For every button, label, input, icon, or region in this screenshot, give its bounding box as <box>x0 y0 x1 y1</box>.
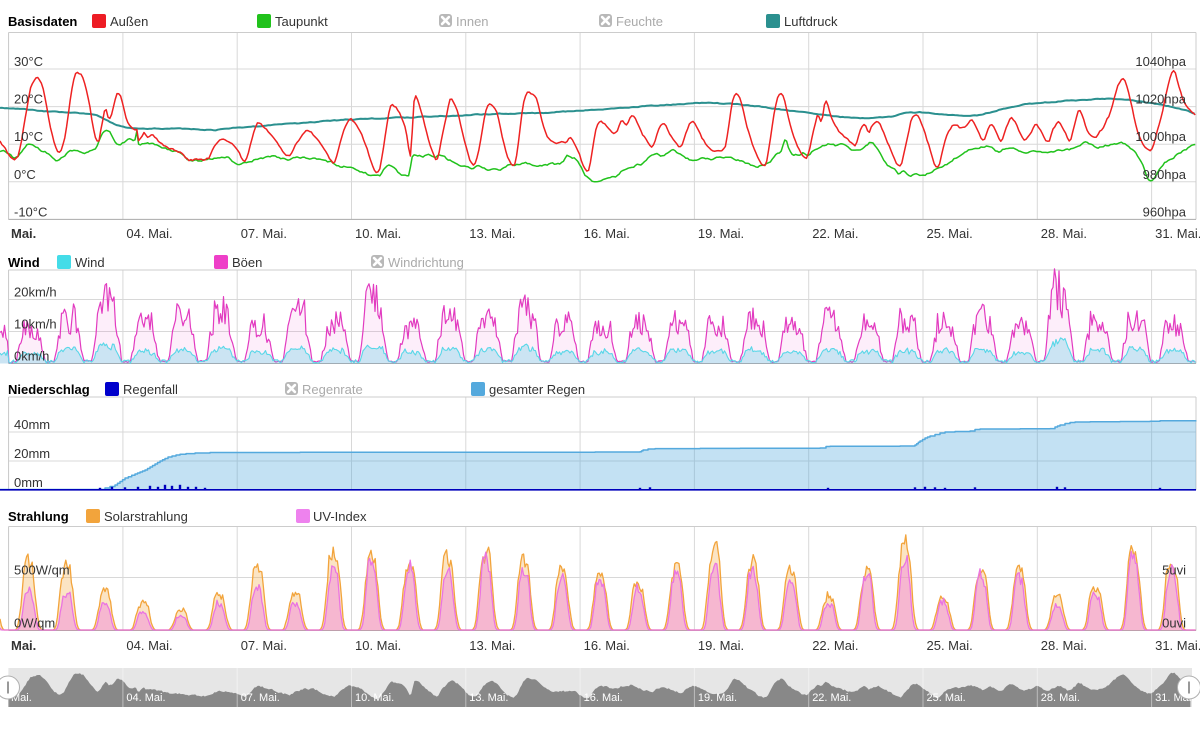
svg-text:10°C: 10°C <box>14 129 43 144</box>
svg-text:04. Mai.: 04. Mai. <box>126 638 172 653</box>
svg-text:40mm: 40mm <box>14 417 50 432</box>
svg-text:13. Mai.: 13. Mai. <box>469 638 515 653</box>
svg-text:22. Mai.: 22. Mai. <box>812 638 858 653</box>
svg-text:Basisdaten: Basisdaten <box>8 14 77 29</box>
svg-text:Mai.: Mai. <box>11 638 36 653</box>
svg-text:20°C: 20°C <box>14 92 43 107</box>
svg-text:16. Mai.: 16. Mai. <box>584 638 630 653</box>
svg-text:Feuchte: Feuchte <box>616 14 663 29</box>
svg-text:1000hpa: 1000hpa <box>1135 129 1186 144</box>
svg-text:25. Mai.: 25. Mai. <box>927 226 973 241</box>
svg-text:Solarstrahlung: Solarstrahlung <box>104 509 188 524</box>
svg-text:Taupunkt: Taupunkt <box>275 14 328 29</box>
svg-text:Innen: Innen <box>456 14 489 29</box>
svg-text:28. Mai.: 28. Mai. <box>1041 226 1087 241</box>
svg-text:22. Mai.: 22. Mai. <box>812 226 858 241</box>
svg-text:Luftdruck: Luftdruck <box>784 14 838 29</box>
svg-text:10. Mai.: 10. Mai. <box>355 638 401 653</box>
svg-text:20km/h: 20km/h <box>14 285 57 300</box>
svg-text:31. Mai.: 31. Mai. <box>1155 226 1200 241</box>
svg-text:19. Mai.: 19. Mai. <box>698 226 744 241</box>
svg-text:Regenfall: Regenfall <box>123 382 178 397</box>
svg-text:UV-Index: UV-Index <box>313 509 367 524</box>
svg-text:07. Mai.: 07. Mai. <box>241 692 280 704</box>
svg-text:0mm: 0mm <box>14 475 43 490</box>
svg-text:Mai.: Mai. <box>11 226 36 241</box>
svg-text:22. Mai.: 22. Mai. <box>812 692 851 704</box>
svg-text:Niederschlag: Niederschlag <box>8 382 90 397</box>
svg-text:500W/qm: 500W/qm <box>14 563 70 578</box>
svg-text:Regenrate: Regenrate <box>302 382 363 397</box>
svg-text:960hpa: 960hpa <box>1143 204 1187 219</box>
svg-text:16. Mai.: 16. Mai. <box>584 692 623 704</box>
svg-text:07. Mai.: 07. Mai. <box>241 638 287 653</box>
svg-text:Böen: Böen <box>232 255 262 270</box>
svg-text:19. Mai.: 19. Mai. <box>698 692 737 704</box>
svg-text:0°C: 0°C <box>14 167 36 182</box>
svg-text:0km/h: 0km/h <box>14 349 49 364</box>
svg-text:19. Mai.: 19. Mai. <box>698 638 744 653</box>
svg-text:Wind: Wind <box>75 255 105 270</box>
svg-text:Wind: Wind <box>8 255 40 270</box>
svg-text:04. Mai.: 04. Mai. <box>126 692 165 704</box>
svg-text:07. Mai.: 07. Mai. <box>241 226 287 241</box>
svg-text:10km/h: 10km/h <box>14 317 57 332</box>
svg-text:0W/qm: 0W/qm <box>14 616 55 631</box>
svg-text:13. Mai.: 13. Mai. <box>469 226 515 241</box>
svg-text:25. Mai.: 25. Mai. <box>927 692 966 704</box>
svg-text:980hpa: 980hpa <box>1143 167 1187 182</box>
svg-text:10. Mai.: 10. Mai. <box>355 226 401 241</box>
svg-text:1020hpa: 1020hpa <box>1135 92 1186 107</box>
svg-text:gesamter Regen: gesamter Regen <box>489 382 585 397</box>
svg-text:13. Mai.: 13. Mai. <box>469 692 508 704</box>
svg-text:Außen: Außen <box>110 14 148 29</box>
svg-text:31. Mai.: 31. Mai. <box>1155 638 1200 653</box>
svg-text:28. Mai.: 28. Mai. <box>1041 692 1080 704</box>
svg-text:-10°C: -10°C <box>14 204 47 219</box>
svg-text:28. Mai.: 28. Mai. <box>1041 638 1087 653</box>
svg-text:20mm: 20mm <box>14 446 50 461</box>
svg-text:30°C: 30°C <box>14 54 43 69</box>
svg-text:Windrichtung: Windrichtung <box>388 255 464 270</box>
svg-text:5uvi: 5uvi <box>1162 563 1186 578</box>
svg-text:25. Mai.: 25. Mai. <box>927 638 973 653</box>
svg-text:0uvi: 0uvi <box>1162 616 1186 631</box>
svg-text:16. Mai.: 16. Mai. <box>584 226 630 241</box>
svg-text:04. Mai.: 04. Mai. <box>126 226 172 241</box>
svg-text:1040hpa: 1040hpa <box>1135 54 1186 69</box>
svg-text:10. Mai.: 10. Mai. <box>355 692 394 704</box>
svg-text:Strahlung: Strahlung <box>8 509 69 524</box>
